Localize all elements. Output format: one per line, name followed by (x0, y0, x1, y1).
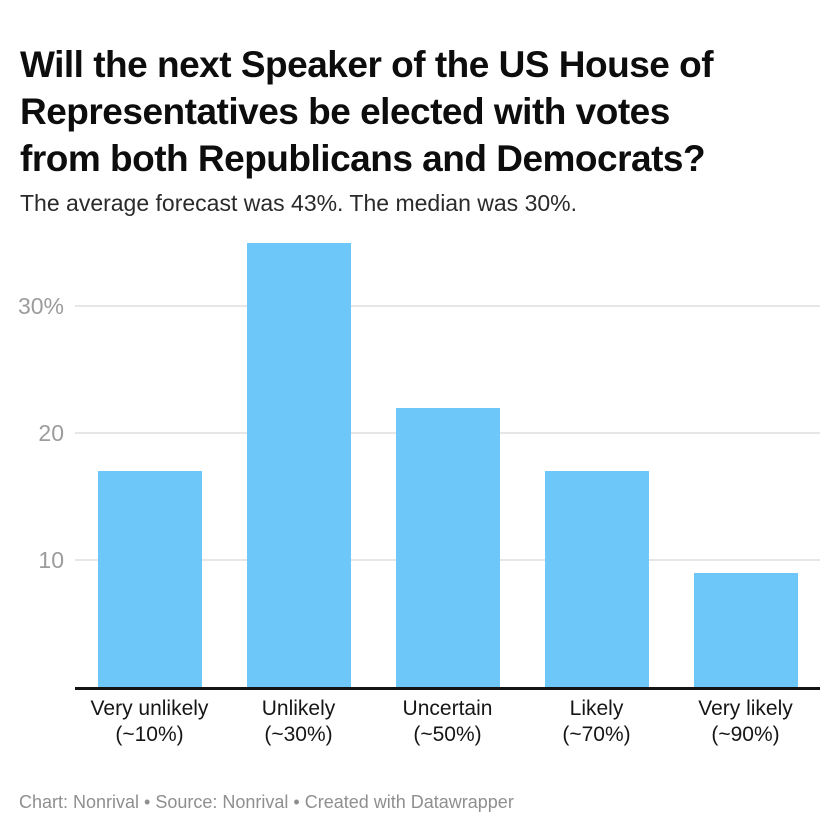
chart-title: Will the next Speaker of the US House of… (20, 41, 830, 182)
y-tick-label-10: 10 (38, 547, 64, 574)
bar-very-unlikely[interactable] (97, 471, 202, 687)
x-tick-label-very-likely: Very likely (~90%) (671, 696, 820, 748)
x-tick-label-very-unlikely: Very unlikely (~10%) (75, 696, 224, 748)
x-tick-label-unlikely: Unlikely (~30%) (224, 696, 373, 748)
gridline-30 (75, 305, 820, 308)
bar-very-likely[interactable] (693, 572, 798, 687)
plot-area: 10 20 30% (0, 230, 840, 690)
x-tick-sublabel: (~30%) (264, 723, 333, 746)
x-tick-sublabel: (~70%) (562, 723, 631, 746)
x-tick-label-likely: Likely (~70%) (522, 696, 671, 748)
chart-title-line-3: from both Republicans and Democrats? (20, 137, 706, 179)
chart-title-line-2: Representatives be elected with votes (20, 90, 670, 132)
bar-uncertain[interactable] (395, 407, 500, 687)
y-tick-label-30: 30% (17, 293, 64, 320)
bar-likely[interactable] (544, 471, 649, 687)
x-tick-sublabel: (~10%) (115, 723, 184, 746)
chart-subtitle: The average forecast was 43%. The median… (20, 190, 577, 216)
x-tick-category: Very likely (698, 697, 793, 720)
bar-unlikely[interactable] (246, 242, 351, 687)
x-tick-label-uncertain: Uncertain (~50%) (373, 696, 522, 748)
x-axis-labels: Very unlikely (~10%) Unlikely (~30%) Uncerta… (0, 696, 840, 752)
x-tick-category: Unlikely (261, 697, 336, 720)
x-axis-baseline (75, 687, 820, 690)
x-tick-category: Very unlikely (90, 697, 209, 720)
x-tick-category: Likely (569, 697, 624, 720)
chart-title-line-1: Will the next Speaker of the US House of (20, 43, 714, 85)
x-tick-category: Uncertain (402, 697, 493, 720)
y-tick-label-20: 20 (38, 420, 64, 447)
x-tick-sublabel: (~50%) (413, 723, 482, 746)
attribution-line: Chart: Nonrival • Source: Nonrival • Cre… (19, 792, 514, 812)
x-tick-sublabel: (~90%) (711, 723, 780, 746)
